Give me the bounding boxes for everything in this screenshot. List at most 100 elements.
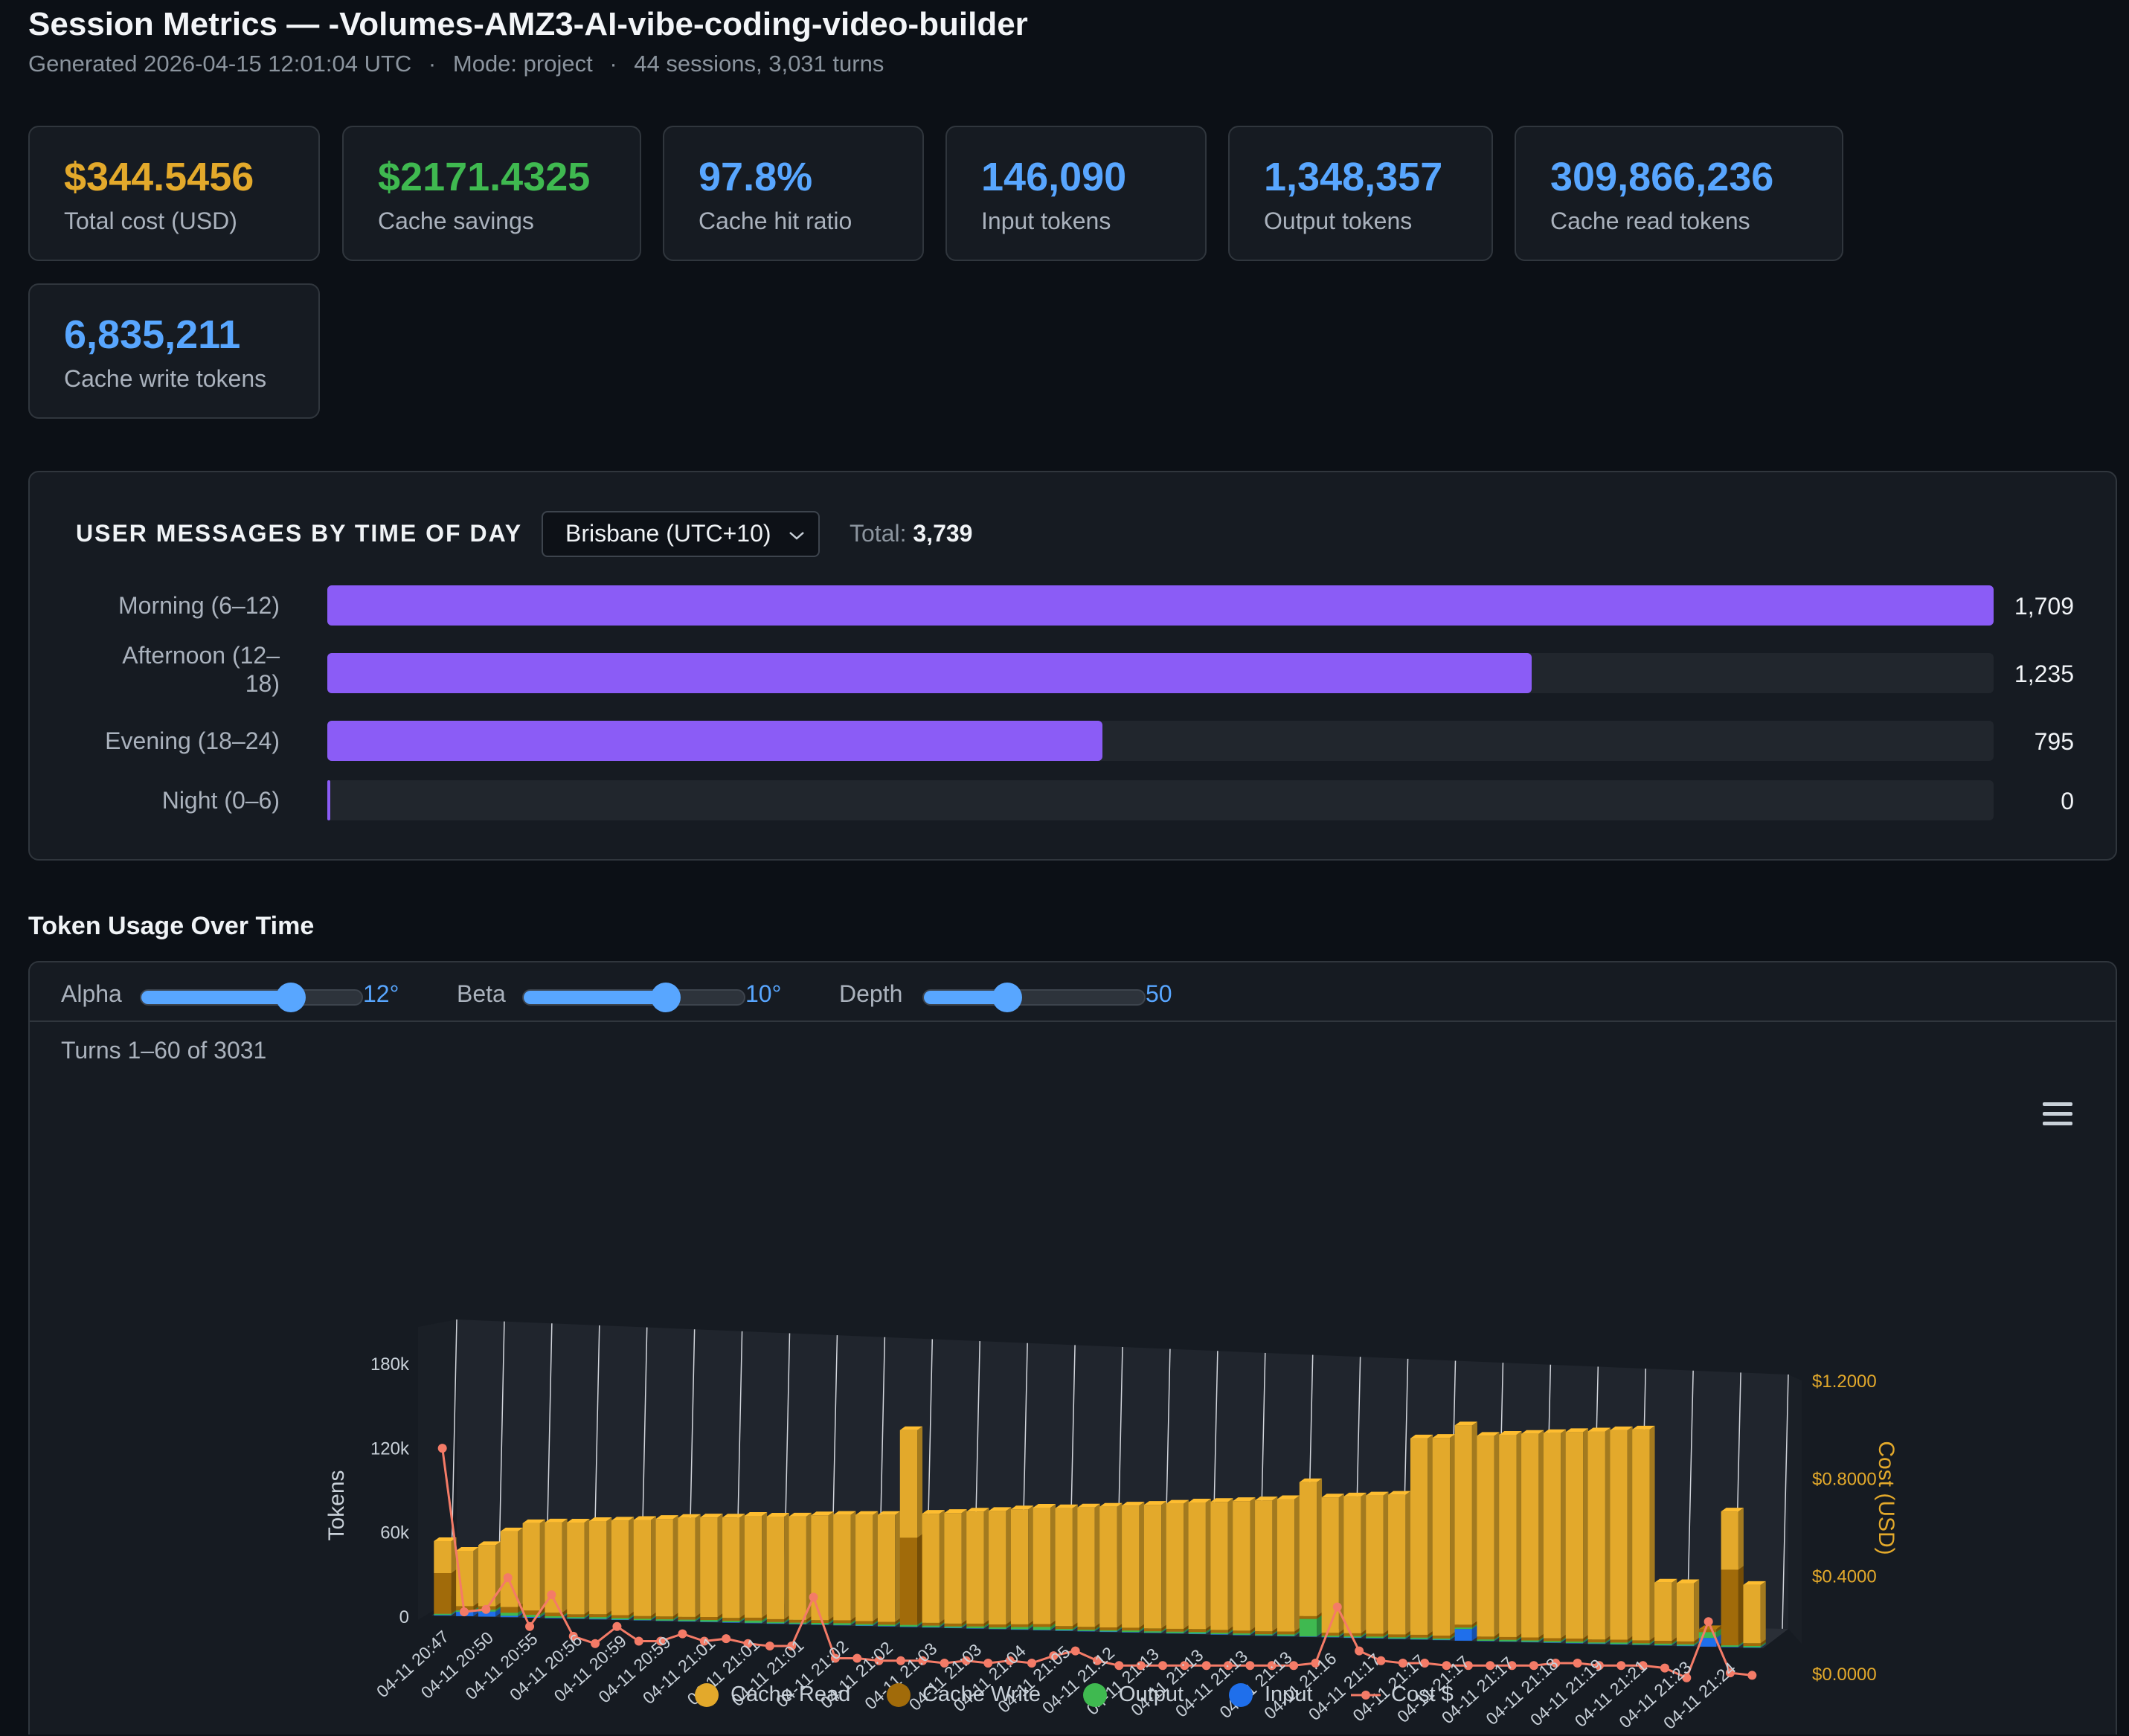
stat-card-cache-hit-ratio: 97.8% Cache hit ratio	[663, 126, 924, 261]
bar-segment-top	[1543, 1429, 1567, 1433]
alpha-value: 12°	[363, 980, 399, 1007]
stat-label: Cache hit ratio	[699, 208, 852, 234]
bar-segment-side	[1405, 1491, 1411, 1635]
bar-segment	[744, 1617, 762, 1621]
cost-point	[1747, 1671, 1757, 1680]
stat-label: Cache savings	[378, 208, 534, 234]
bar-segment	[877, 1514, 896, 1622]
legend-item-input[interactable]: Input	[1229, 1682, 1313, 1708]
stat-card-input-tokens: 146,090 Input tokens	[945, 126, 1207, 261]
bar-segment-side	[1272, 1497, 1278, 1632]
bar-track	[327, 780, 1994, 820]
bar-label-text: Afternoon (12–	[122, 642, 280, 669]
bar-label-text: Morning (6–12)	[118, 592, 280, 619]
bar-segment-side	[695, 1514, 701, 1617]
bar-segment	[899, 1537, 918, 1625]
legend-item-cost[interactable]: Cost $	[1351, 1682, 1454, 1707]
bar-segment-side	[1272, 1631, 1278, 1636]
cost-point	[1114, 1661, 1124, 1671]
bar-segment-side	[1072, 1622, 1078, 1630]
bar-segment-side	[1161, 1624, 1167, 1632]
bar-segment	[1654, 1643, 1672, 1645]
bar-segment	[1454, 1624, 1472, 1628]
bar-segment-side	[1338, 1494, 1344, 1633]
alpha-label: Alpha	[61, 980, 122, 1007]
bar-segment-top	[1166, 1499, 1189, 1504]
bar-segment	[1499, 1639, 1517, 1642]
timezone-select[interactable]: Brisbane (UTC+10)	[542, 511, 820, 557]
legend-label: Output	[1119, 1682, 1184, 1706]
bar-segment-top	[1233, 1497, 1256, 1502]
beta-slider[interactable]	[522, 989, 745, 1006]
stat-card-cache-savings: $2171.4325 Cache savings	[342, 126, 641, 261]
bar-segment	[1543, 1642, 1561, 1643]
bar-segment	[766, 1618, 785, 1622]
page-subtitle: Generated 2026-04-15 12:01:04 UTC · Mode…	[28, 51, 884, 77]
bar-segment-top	[1654, 1578, 1677, 1583]
cost-point	[1070, 1646, 1080, 1656]
cost-point	[656, 1636, 666, 1646]
turn-range-text: Turns 1–60 of 3031	[61, 1037, 267, 1064]
bar-segment	[1343, 1496, 1361, 1633]
legend-item-output[interactable]: Output	[1083, 1682, 1184, 1708]
bar-segment-side	[1338, 1632, 1344, 1637]
total-value: 3,739	[913, 520, 973, 547]
bar-segment-side	[895, 1621, 901, 1627]
alpha-slider-handle[interactable]	[276, 983, 306, 1012]
legend-item-cache-read[interactable]: Cache Read	[695, 1682, 850, 1708]
bar-segment	[1010, 1509, 1029, 1624]
cost-point	[1267, 1661, 1277, 1671]
bar-segment	[1299, 1616, 1317, 1619]
cost-point	[1573, 1659, 1582, 1668]
bar-segment-side	[1250, 1627, 1256, 1634]
beta-slider-handle[interactable]	[651, 983, 681, 1012]
y-axis-tick-label: 120k	[370, 1438, 410, 1459]
bar-segment-side	[1161, 1627, 1167, 1633]
bar-segment-side	[1672, 1636, 1677, 1644]
bar-segment-top	[567, 1519, 590, 1523]
bar-segment	[478, 1545, 496, 1607]
bar-segment	[1299, 1482, 1317, 1616]
bar-segment	[1010, 1627, 1029, 1630]
bar-segment-side	[717, 1616, 723, 1622]
bar-row-label: Afternoon (12– 18)	[30, 641, 280, 701]
bar-segment-side	[762, 1613, 768, 1621]
bar-segment-side	[1028, 1620, 1034, 1627]
legend-item-cache-write[interactable]: Cache Write	[887, 1682, 1041, 1708]
bar-segment-side	[1072, 1627, 1078, 1631]
bar-segment-top	[766, 1512, 790, 1517]
bar-segment-top	[589, 1517, 612, 1522]
bar-segment	[966, 1511, 984, 1624]
bar-segment	[1277, 1634, 1295, 1636]
depth-slider[interactable]	[922, 989, 1146, 1006]
bar-segment	[700, 1621, 718, 1622]
bar-segment	[1676, 1583, 1695, 1642]
hamburger-menu-icon[interactable]	[2041, 1101, 2074, 1128]
cost-point	[1049, 1651, 1059, 1661]
bar-segment-side	[629, 1616, 635, 1620]
bar-segment	[989, 1624, 1006, 1627]
bar-segment-side	[1583, 1635, 1589, 1642]
cost-point	[961, 1656, 971, 1665]
bar-segment-side	[1450, 1632, 1456, 1639]
bar-segment-side	[1672, 1641, 1677, 1646]
bar-segment-side	[1561, 1429, 1567, 1639]
bar-segment	[1410, 1637, 1428, 1639]
bar-segment-side	[1006, 1624, 1012, 1630]
bar-segment-top	[1454, 1421, 1477, 1426]
stat-value: $2171.4325	[378, 155, 591, 199]
cost-point	[765, 1642, 774, 1651]
bar-segment	[1077, 1630, 1095, 1632]
bar-segment	[611, 1520, 629, 1616]
bar-segment-side	[1516, 1636, 1522, 1642]
bar-segment-side	[983, 1619, 989, 1627]
bar-segment-side	[1227, 1626, 1233, 1633]
bar-segment-top	[1299, 1478, 1323, 1482]
bar-segment-side	[828, 1620, 834, 1625]
alpha-slider[interactable]	[140, 989, 363, 1006]
depth-slider-handle[interactable]	[992, 983, 1022, 1012]
bar-segment-side	[739, 1617, 745, 1623]
bar-segment-top	[1188, 1499, 1211, 1503]
bar-segment	[1210, 1634, 1228, 1635]
generated-timestamp: Generated 2026-04-15 12:01:04 UTC	[28, 51, 412, 77]
